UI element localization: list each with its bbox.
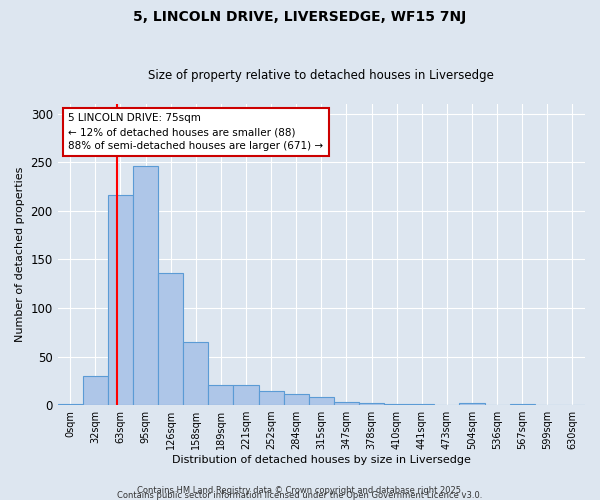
Text: Contains public sector information licensed under the Open Government Licence v3: Contains public sector information licen… <box>118 491 482 500</box>
Bar <box>334 402 359 405</box>
X-axis label: Distribution of detached houses by size in Liversedge: Distribution of detached houses by size … <box>172 455 471 465</box>
Bar <box>509 404 535 405</box>
Bar <box>359 403 384 405</box>
Bar <box>83 376 108 405</box>
Bar <box>409 404 434 405</box>
Bar <box>259 392 284 405</box>
Bar <box>233 384 259 405</box>
Text: 5 LINCOLN DRIVE: 75sqm
← 12% of detached houses are smaller (88)
88% of semi-det: 5 LINCOLN DRIVE: 75sqm ← 12% of detached… <box>68 113 323 151</box>
Text: 5, LINCOLN DRIVE, LIVERSEDGE, WF15 7NJ: 5, LINCOLN DRIVE, LIVERSEDGE, WF15 7NJ <box>133 10 467 24</box>
Title: Size of property relative to detached houses in Liversedge: Size of property relative to detached ho… <box>148 69 494 82</box>
Bar <box>384 404 409 405</box>
Y-axis label: Number of detached properties: Number of detached properties <box>15 167 25 342</box>
Text: Contains HM Land Registry data © Crown copyright and database right 2025.: Contains HM Land Registry data © Crown c… <box>137 486 463 495</box>
Bar <box>208 384 233 405</box>
Bar <box>460 403 485 405</box>
Bar <box>58 404 83 405</box>
Bar <box>284 394 309 405</box>
Bar <box>108 196 133 405</box>
Bar <box>309 398 334 405</box>
Bar <box>133 166 158 405</box>
Bar <box>183 342 208 405</box>
Bar <box>158 273 183 405</box>
